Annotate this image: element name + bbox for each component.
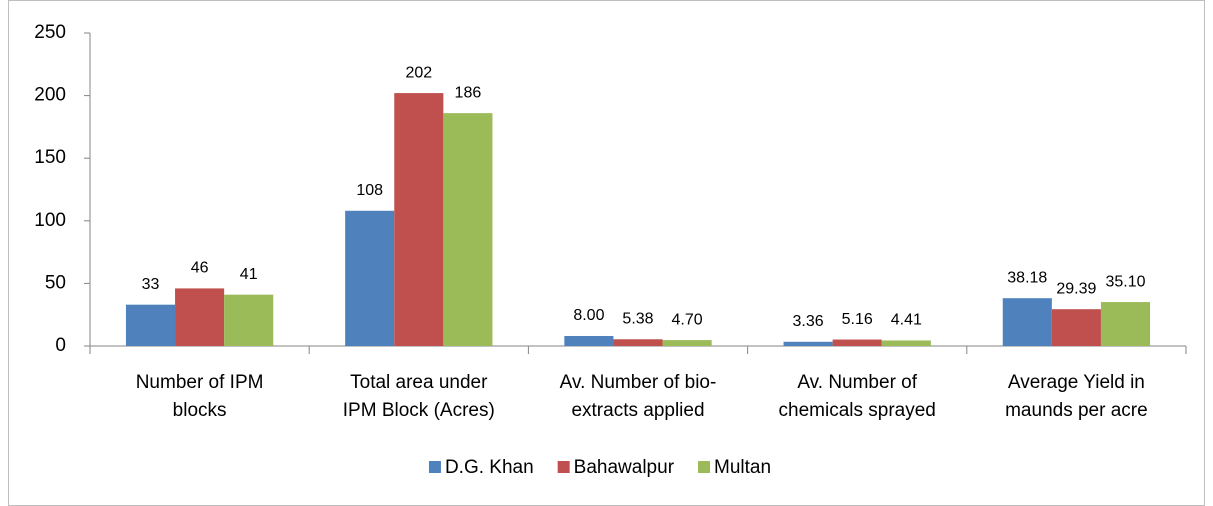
data-label: 33 [142, 276, 160, 293]
x-tick-label: chemicals sprayed [779, 400, 936, 421]
data-label: 29.39 [1056, 280, 1096, 297]
legend-swatch [428, 461, 441, 473]
data-label: 46 [191, 260, 209, 277]
y-tick-label: 50 [45, 272, 66, 293]
bar [1051, 309, 1101, 346]
x-tick-label: extracts applied [571, 400, 704, 421]
x-tick-label: maunds per acre [1005, 400, 1148, 421]
data-label: 41 [240, 266, 258, 283]
bar [613, 339, 663, 346]
chart-border [8, 0, 1205, 506]
bar [881, 340, 931, 346]
data-label: 202 [405, 64, 432, 81]
y-tick-label: 150 [34, 147, 66, 168]
legend-label: Bahawalpur [574, 457, 675, 478]
data-label: 108 [356, 182, 383, 199]
x-tick-label: Number of IPM [136, 372, 264, 393]
bar [125, 304, 176, 346]
legend-label: Multan [714, 457, 771, 478]
data-label: 5.16 [842, 311, 873, 328]
legend-swatch [557, 461, 570, 473]
bar [1002, 298, 1052, 346]
data-label: 35.10 [1105, 273, 1145, 290]
x-tick-label: Average Yield in [1008, 372, 1145, 393]
data-label: 38.18 [1007, 269, 1047, 286]
data-label: 8.00 [573, 307, 604, 324]
data-label: 4.41 [891, 312, 922, 329]
legend-swatch [698, 461, 711, 473]
bar [224, 294, 274, 346]
bar [1100, 302, 1151, 346]
bar [345, 210, 395, 346]
bar [394, 93, 444, 346]
x-tick-label: IPM Block (Acres) [343, 400, 495, 421]
y-tick-label: 250 [34, 22, 66, 43]
bar [783, 341, 833, 346]
data-label: 186 [455, 84, 482, 101]
legend-label: D.G. Khan [445, 457, 534, 478]
y-tick-label: 0 [55, 335, 66, 356]
y-tick-label: 200 [34, 85, 66, 106]
bar [662, 340, 712, 346]
data-label: 4.70 [672, 311, 703, 328]
bar [443, 113, 493, 347]
bar [832, 339, 882, 346]
x-tick-label: Total area under [350, 372, 488, 393]
x-tick-label: blocks [173, 400, 227, 421]
x-tick-label: Av. Number of [797, 372, 917, 393]
data-label: 5.38 [622, 310, 653, 327]
bar [564, 335, 614, 346]
y-tick-label: 100 [34, 210, 66, 231]
bar [175, 288, 225, 346]
x-tick-label: Av. Number of bio- [560, 372, 717, 393]
data-label: 3.36 [793, 313, 824, 330]
